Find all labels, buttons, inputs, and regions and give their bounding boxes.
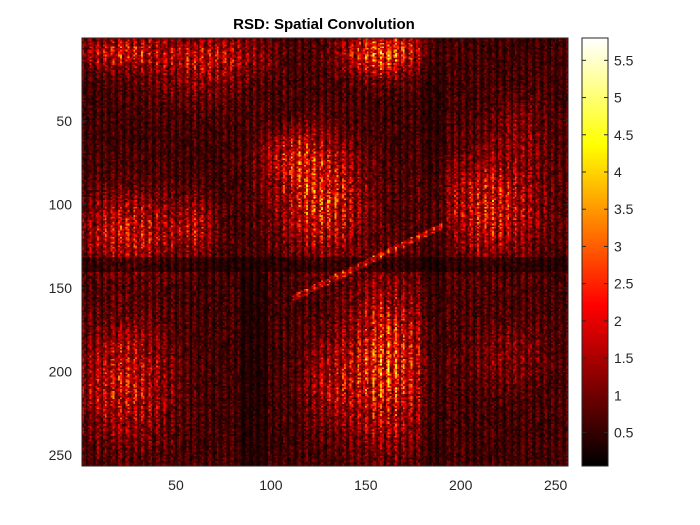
colorbar-tick-label: 2 <box>614 313 622 329</box>
colorbar-tick-label: 0.5 <box>614 425 634 441</box>
x-tick-label: 50 <box>168 477 184 493</box>
colorbar-tick-label: 3 <box>614 238 622 254</box>
colorbar-tick-label: 1 <box>614 387 622 403</box>
y-tick-label: 150 <box>49 280 73 296</box>
heatmap-image <box>82 38 568 466</box>
colorbar-gradient <box>582 38 608 466</box>
y-tick-label: 100 <box>49 196 73 212</box>
colorbar-box <box>581 37 609 467</box>
y-tick-label: 200 <box>49 364 73 380</box>
plot-axes-box <box>81 37 569 467</box>
y-axis: 50 100 150 200 250 <box>49 113 568 463</box>
colorbar-tick-label: 4 <box>614 164 622 180</box>
chart-title: RSD: Spatial Convolution <box>233 16 415 33</box>
colorbar-tick-label: 4.5 <box>614 127 634 143</box>
x-tick-label: 150 <box>354 477 378 493</box>
x-tick-label: 250 <box>544 477 568 493</box>
y-tick-label: 50 <box>56 113 72 129</box>
colorbar-tick-label: 3.5 <box>614 201 634 217</box>
heatmap-image-container <box>82 38 568 466</box>
colorbar-tick-label: 5.5 <box>614 52 634 68</box>
colorbar-tick-label: 1.5 <box>614 350 634 366</box>
x-tick-label: 200 <box>449 477 473 493</box>
x-axis: 50 100 150 200 250 <box>168 38 568 493</box>
colorbar-tick-label: 2.5 <box>614 276 634 292</box>
y-tick-label: 250 <box>49 447 73 463</box>
colorbar-tick-label: 5 <box>614 90 622 106</box>
colorbar-axis: 0.5 1 1.5 2 2.5 3 3.5 4 4.5 5 5.5 <box>582 52 634 441</box>
colorbar-image-container <box>582 38 608 466</box>
x-tick-label: 100 <box>259 477 283 493</box>
